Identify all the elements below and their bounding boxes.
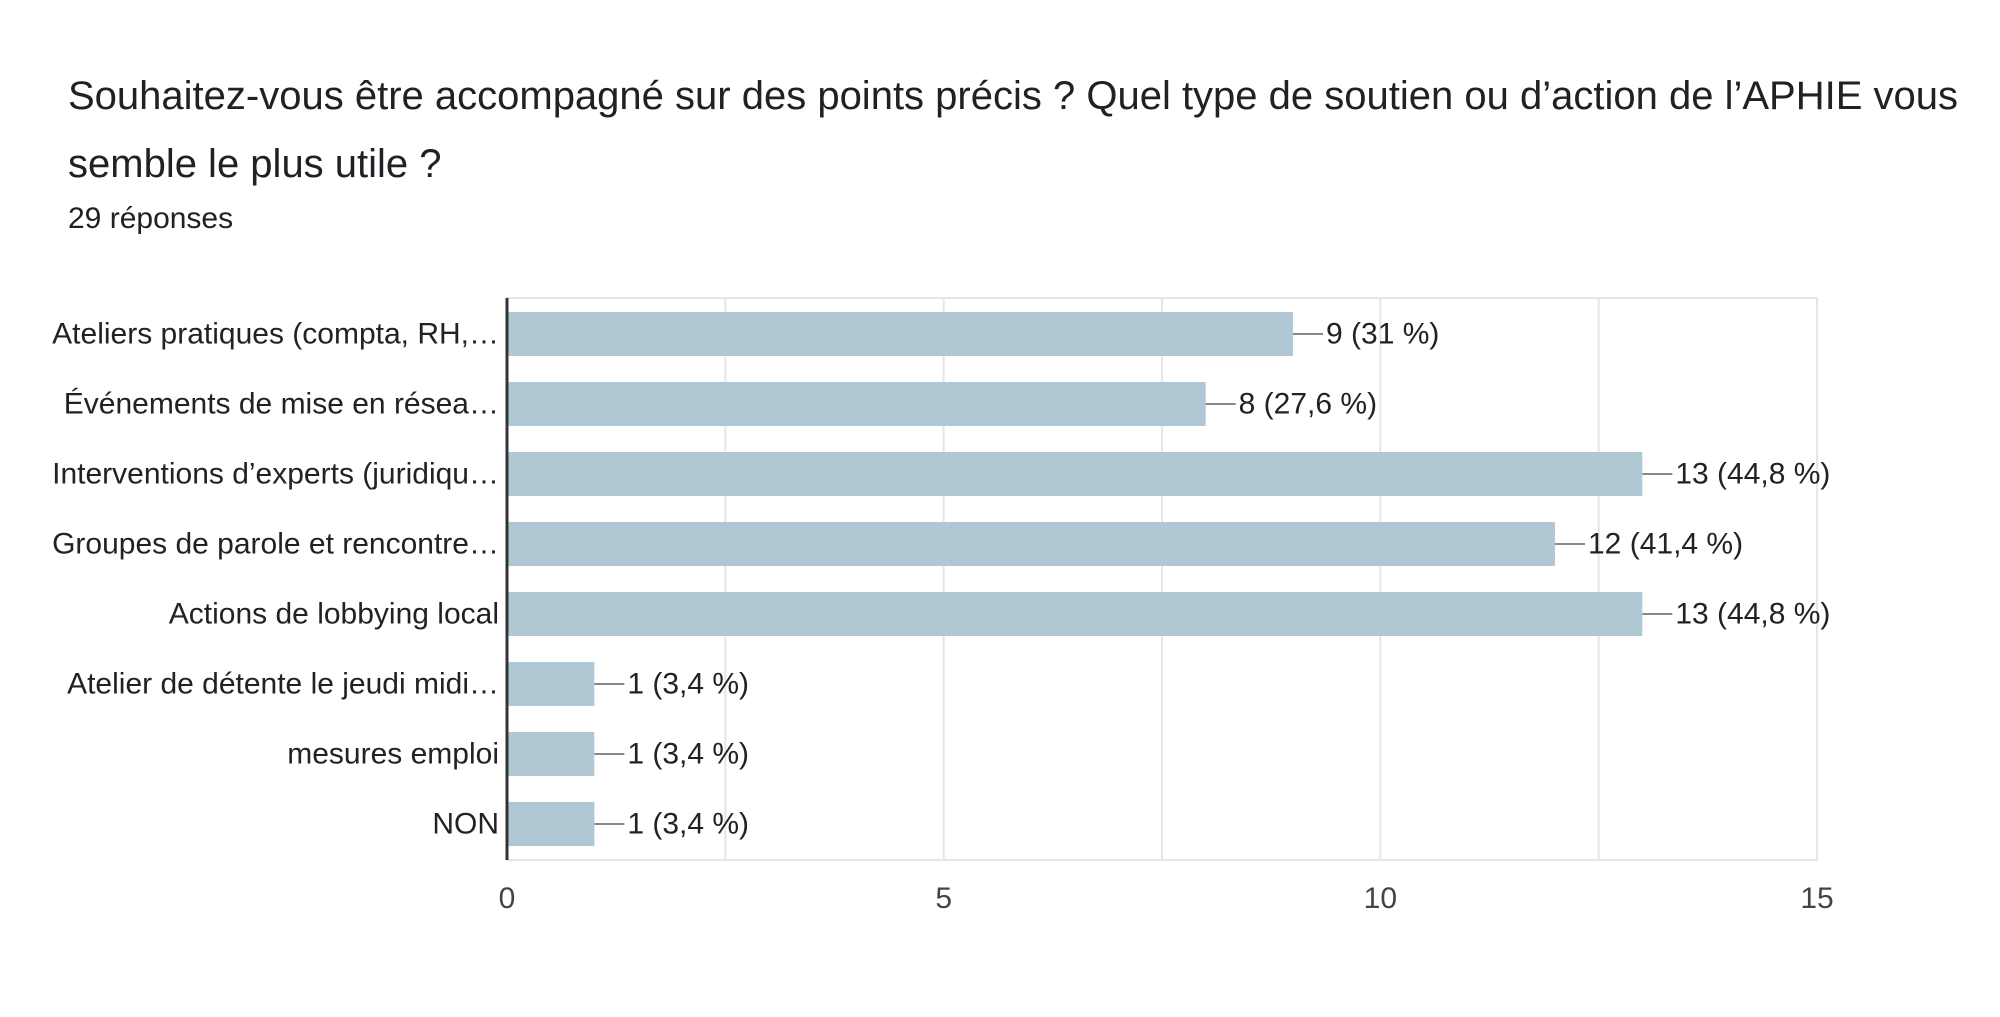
x-tick-label: 5 xyxy=(935,882,952,915)
bar xyxy=(507,522,1555,566)
category-label: mesures emploi xyxy=(287,738,499,771)
data-label: 1 (3,4 %) xyxy=(627,738,749,771)
bar xyxy=(507,802,595,846)
bar xyxy=(507,312,1293,356)
x-tick-label: 15 xyxy=(1800,882,1833,915)
data-label: 13 (44,8 %) xyxy=(1675,598,1830,631)
data-label: 1 (3,4 %) xyxy=(627,668,749,701)
category-label: Interventions d’experts (juridiqu… xyxy=(52,458,499,491)
bars xyxy=(507,312,1643,846)
data-label: 1 (3,4 %) xyxy=(627,808,749,841)
category-label: Actions de lobbying local xyxy=(169,598,499,631)
chart-title: Souhaitez-vous être accompagné sur des p… xyxy=(68,74,1958,186)
labels: 9 (31 %) Ateliers pratiques (compta, RH,…… xyxy=(52,318,1830,841)
category-label: Groupes de parole et rencontre… xyxy=(52,528,499,561)
bar xyxy=(507,592,1643,636)
category-label: Atelier de détente le jeudi midi… xyxy=(67,668,499,701)
x-tick-label: 10 xyxy=(1364,882,1397,915)
category-label: Événements de mise en résea… xyxy=(64,388,499,421)
bar xyxy=(507,452,1643,496)
category-label: NON xyxy=(432,808,499,841)
bar xyxy=(507,662,595,706)
bar xyxy=(507,732,595,776)
response-count: 29 réponses xyxy=(68,202,234,235)
data-label: 8 (27,6 %) xyxy=(1239,388,1377,421)
bar xyxy=(507,382,1206,426)
x-tick-label: 0 xyxy=(499,882,516,915)
axes: 0 5 10 15 xyxy=(499,298,1834,915)
data-label: 9 (31 %) xyxy=(1326,318,1439,351)
data-label: 12 (41,4 %) xyxy=(1588,528,1743,561)
data-label: 13 (44,8 %) xyxy=(1675,458,1830,491)
category-label: Ateliers pratiques (compta, RH,… xyxy=(52,318,499,351)
